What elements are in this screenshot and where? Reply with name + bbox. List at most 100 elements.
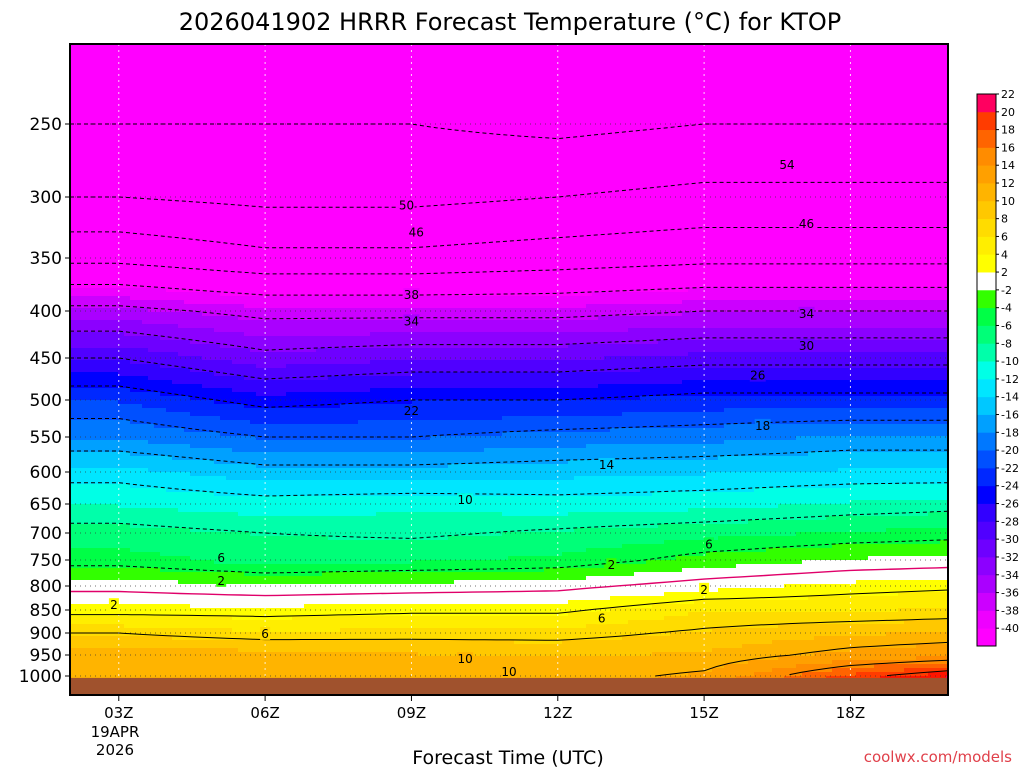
temperature-band-cell: [502, 572, 509, 581]
temperature-band-cell: [838, 452, 845, 469]
temperature-band-cell: [592, 344, 599, 361]
temperature-band-cell: [868, 44, 875, 289]
temperature-band-cell: [838, 652, 845, 661]
temperature-band-cell: [172, 312, 179, 325]
temperature-band-cell: [724, 552, 731, 569]
y-tick-label: 950: [30, 646, 62, 666]
temperature-band-cell: [652, 396, 659, 413]
temperature-band-cell: [724, 44, 731, 289]
temperature-band-cell: [106, 332, 113, 349]
temperature-band-cell: [346, 616, 353, 629]
temperature-band-cell: [856, 500, 863, 517]
temperature-band-cell: [370, 308, 377, 321]
temperature-band-cell: [712, 648, 719, 669]
temperature-band-cell: [946, 44, 948, 289]
temperature-band-cell: [634, 428, 641, 445]
temperature-band-cell: [208, 532, 215, 561]
temperature-band-cell: [280, 564, 287, 577]
temperature-band-cell: [748, 520, 755, 537]
temperature-band-cell: [898, 484, 905, 501]
temperature-band-cell: [520, 44, 527, 297]
temperature-band-cell: [574, 388, 581, 401]
temperature-band-cell: [778, 536, 785, 549]
temperature-band-cell: [106, 320, 113, 333]
temperature-band-cell: [790, 472, 797, 489]
temperature-band-cell: [646, 396, 653, 413]
temperature-band-cell: [718, 492, 725, 509]
temperature-band-cell: [694, 368, 701, 381]
temperature-band-cell: [796, 624, 803, 641]
temperature-band-cell: [106, 548, 113, 569]
temperature-band-cell: [814, 488, 821, 505]
temperature-band-cell: [736, 588, 743, 601]
temperature-band-cell: [322, 632, 329, 641]
temperature-band-cell: [148, 636, 155, 649]
contour-label-bg: [108, 598, 119, 612]
temperature-band-cell: [484, 464, 491, 481]
temperature-band-cell: [604, 576, 611, 601]
temperature-band-cell: [712, 460, 719, 473]
temperature-band-cell: [736, 552, 743, 565]
temperature-band-cell: [406, 652, 413, 695]
temperature-band-cell: [100, 568, 107, 581]
contour-label-bg: [779, 157, 796, 171]
temperature-band-cell: [682, 396, 689, 413]
temperature-band-cell: [316, 408, 323, 425]
temperature-band-cell: [856, 328, 863, 341]
temperature-band-cell: [838, 288, 845, 301]
temperature-band-cell: [214, 44, 221, 293]
temperature-band-cell: [694, 328, 701, 341]
temperature-band-cell: [616, 564, 623, 577]
temperature-band-cell: [274, 396, 281, 409]
temperature-band-cell: [634, 608, 641, 621]
temperature-band-cell: [226, 628, 233, 641]
temperature-band-cell: [640, 656, 647, 695]
temperature-band-cell: [904, 44, 911, 289]
temperature-band-cell: [700, 540, 707, 557]
temperature-band-cell: [640, 512, 647, 529]
temperature-band-cell: [910, 424, 917, 437]
temperature-band-cell: [112, 308, 119, 321]
temperature-band-cell: [292, 424, 299, 441]
temperature-band-cell: [352, 320, 359, 337]
temperature-band-cell: [736, 368, 743, 381]
temperature-band-cell: [622, 292, 629, 305]
temperature-band-cell: [790, 536, 797, 549]
temperature-band-cell: [532, 388, 539, 401]
temperature-band-cell: [316, 424, 323, 441]
temperature-band-cell: [520, 388, 527, 401]
temperature-band-cell: [316, 632, 323, 641]
color-scale-label: 22: [1001, 88, 1015, 101]
temperature-band-cell: [574, 308, 581, 321]
temperature-band-cell: [646, 412, 653, 429]
temperature-band-cell: [508, 296, 515, 309]
temperature-band-cell: [550, 44, 557, 297]
temperature-band-cell: [160, 352, 167, 369]
temperature-band-cell: [676, 652, 683, 677]
temperature-band-cell: [730, 368, 737, 381]
temperature-band-cell: [460, 616, 467, 629]
temperature-band-cell: [652, 620, 659, 637]
temperature-band-cell: [94, 44, 101, 289]
temperature-band-cell: [430, 388, 437, 401]
temperature-band-cell: [100, 288, 107, 297]
temperature-band-cell: [940, 468, 947, 485]
temperature-band-cell: [622, 544, 629, 565]
temperature-band-cell: [928, 644, 935, 657]
temperature-band-cell: [514, 308, 521, 321]
temperature-band-cell: [736, 288, 743, 301]
temperature-band-cell: [346, 404, 353, 425]
temperature-band-cell: [838, 612, 845, 625]
temperature-band-cell: [430, 628, 437, 641]
temperature-band-cell: [442, 360, 449, 373]
temperature-band-cell: [580, 432, 587, 449]
temperature-band-cell: [868, 624, 875, 637]
temperature-band-cell: [496, 628, 503, 641]
temperature-band-cell: [556, 580, 563, 605]
temperature-band-cell: [580, 44, 587, 297]
temperature-band-cell: [148, 424, 155, 445]
temperature-band-cell: [70, 400, 77, 421]
temperature-band-cell: [658, 384, 665, 397]
temperature-band-cell: [424, 372, 431, 389]
temperature-band-cell: [868, 408, 875, 425]
